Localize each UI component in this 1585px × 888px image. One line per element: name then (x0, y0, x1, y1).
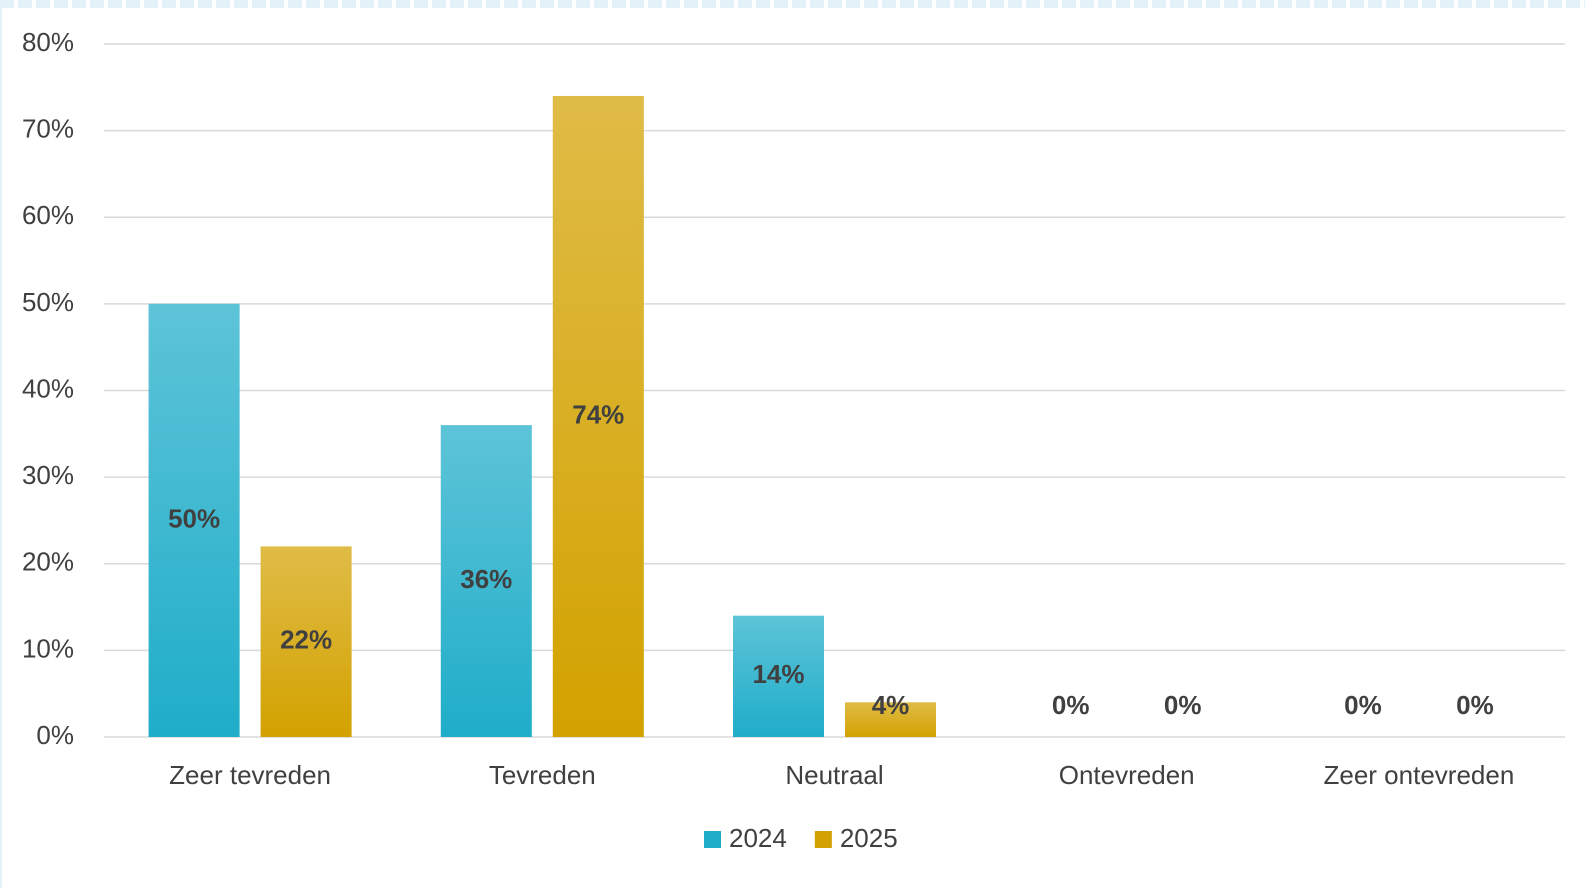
bar-shine (148, 303, 240, 737)
data-label: 14% (752, 659, 804, 689)
data-label: 50% (168, 503, 220, 533)
y-tick-label: 10% (22, 633, 74, 663)
y-tick-label: 50% (22, 287, 74, 317)
data-label: 4% (872, 690, 910, 720)
data-label: 74% (572, 399, 624, 429)
y-tick-label: 80% (22, 27, 74, 57)
y-tick-label: 20% (22, 547, 74, 577)
y-tick-label: 40% (22, 373, 74, 403)
data-label: 0% (1052, 690, 1090, 720)
legend-label: 2025 (840, 823, 898, 853)
x-tick-label: Tevreden (489, 760, 596, 790)
bar-shine (440, 425, 532, 737)
legend-swatch (814, 831, 832, 848)
x-tick-label: Ontevreden (1059, 760, 1195, 790)
bar-shine (845, 702, 936, 737)
legend-swatch (704, 831, 721, 848)
y-tick-label: 60% (22, 200, 74, 230)
bar-shine (733, 615, 824, 737)
x-tick-label: Neutraal (785, 760, 883, 790)
x-tick-label: Zeer tevreden (169, 760, 331, 790)
legend-label: 2024 (729, 823, 787, 853)
data-label: 0% (1456, 690, 1494, 720)
y-tick-label: 0% (36, 720, 74, 750)
y-tick-label: 70% (22, 114, 74, 144)
x-tick-label: Zeer ontevreden (1324, 760, 1515, 790)
data-label: 0% (1344, 690, 1382, 720)
bar-shine (260, 546, 352, 737)
data-label: 0% (1164, 690, 1202, 720)
data-label: 22% (280, 625, 332, 655)
data-label: 36% (460, 564, 512, 594)
y-tick-label: 30% (22, 460, 74, 490)
bar-shine (552, 95, 644, 738)
